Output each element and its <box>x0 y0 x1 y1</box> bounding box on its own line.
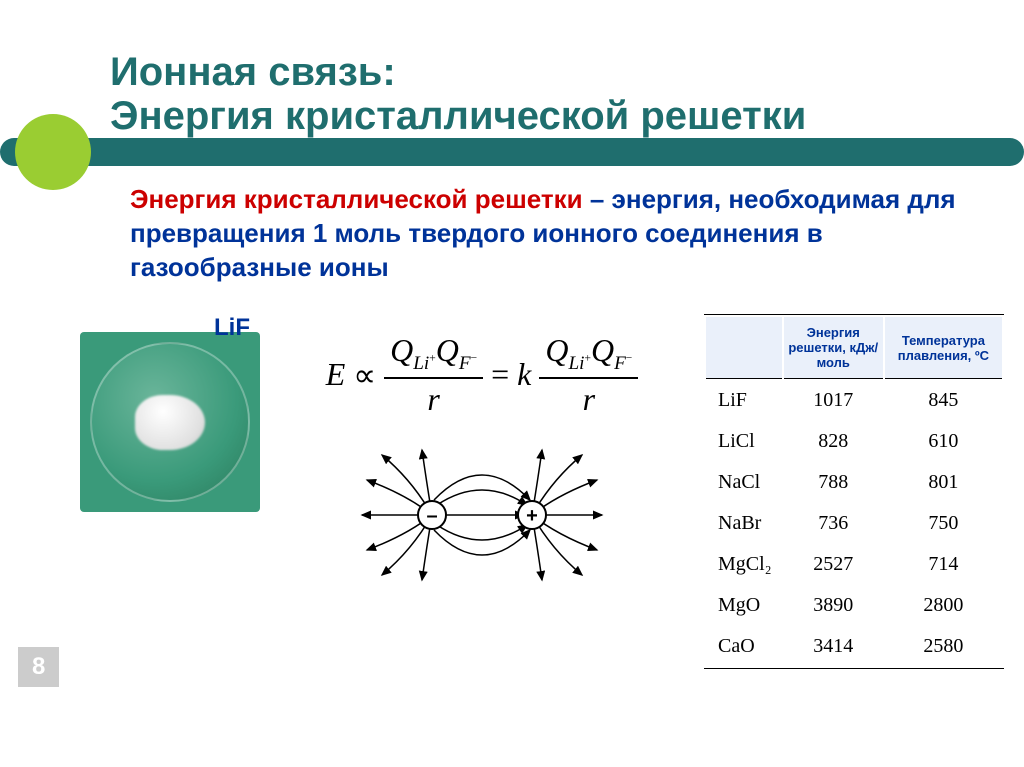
cell-compound: LiF <box>706 381 782 420</box>
slide: Ионная связь: Энергия кристаллической ре… <box>0 0 1024 767</box>
table-row: MgCl₂2527714 <box>706 545 1002 584</box>
cell-compound: NaBr <box>706 504 782 543</box>
table-row: MgO38902800 <box>706 586 1002 625</box>
table-header-energy: Энергия решетки, кДж/моль <box>784 317 883 379</box>
frac2-numerator: QLi+QF− <box>539 334 638 379</box>
cell-compound: MgCl₂ <box>706 545 782 584</box>
table-row: CaO34142580 <box>706 627 1002 666</box>
frac1-numerator: QLi+QF− <box>384 334 483 379</box>
table-row: NaCl788801 <box>706 463 1002 502</box>
table-header-temp: Температура плавления, ºC <box>885 317 1002 379</box>
m2: − <box>626 352 633 364</box>
formula-fraction-2: QLi+QF− r <box>539 334 638 415</box>
table-row: LiF1017845 <box>706 381 1002 420</box>
title-block: Ионная связь: Энергия кристаллической ре… <box>80 50 1004 138</box>
cell-energy: 736 <box>784 504 883 543</box>
cell-compound: LiCl <box>706 422 782 461</box>
petri-dish <box>90 342 250 502</box>
cell-mp: 2580 <box>885 627 1002 666</box>
title-line-1: Ионная связь: <box>110 50 396 94</box>
table-header-blank <box>706 317 782 379</box>
formula-equals: = <box>491 356 509 393</box>
frac1-denominator: r <box>421 379 445 415</box>
q4: Q <box>591 332 614 368</box>
compound-illustration: LiF <box>80 314 260 512</box>
lattice-energy-table: Энергия решетки, кДж/моль Температура пл… <box>704 314 1004 669</box>
formula-column: E ∝ QLi+QF− r = k QLi+QF− r <box>280 314 684 595</box>
powder-sample <box>135 395 205 450</box>
li2: Li <box>568 353 584 374</box>
formula-fraction-1: QLi+QF− r <box>384 334 483 415</box>
q1: Q <box>390 332 413 368</box>
formula-proportional: ∝ <box>353 356 376 394</box>
cell-energy: 2527 <box>784 545 883 584</box>
cell-energy: 3414 <box>784 627 883 666</box>
dipole-minus: – <box>426 505 437 527</box>
dipole-plus: + <box>526 505 538 527</box>
cell-energy: 788 <box>784 463 883 502</box>
content-row: LiF E ∝ QLi+QF− r = k <box>80 314 1004 669</box>
title-accent-dot <box>15 114 91 190</box>
cell-compound: NaCl <box>706 463 782 502</box>
coulomb-formula: E ∝ QLi+QF− r = k QLi+QF− r <box>326 334 639 415</box>
table-body: LiF1017845 LiCl828610 NaCl788801 NaBr736… <box>706 381 1002 666</box>
title-line-2: Энергия кристаллической решетки <box>110 94 806 138</box>
cell-mp: 801 <box>885 463 1002 502</box>
cell-mp: 750 <box>885 504 1002 543</box>
electric-field-diagram: – + <box>332 440 632 595</box>
slide-title: Ионная связь: Энергия кристаллической ре… <box>110 50 1004 138</box>
slide-number: 8 <box>18 647 59 687</box>
cell-energy: 1017 <box>784 381 883 420</box>
frac2-denominator: r <box>577 379 601 415</box>
f2: F <box>614 353 626 374</box>
cell-mp: 2800 <box>885 586 1002 625</box>
f1: F <box>459 353 471 374</box>
li1: Li <box>413 353 429 374</box>
m1: − <box>471 352 478 364</box>
formula-E: E <box>326 356 346 393</box>
table-row: LiCl828610 <box>706 422 1002 461</box>
cell-mp: 714 <box>885 545 1002 584</box>
compound-label: LiF <box>214 314 250 342</box>
title-underline-bar <box>0 138 1024 166</box>
cell-compound: CaO <box>706 627 782 666</box>
cell-mp: 610 <box>885 422 1002 461</box>
cell-mp: 845 <box>885 381 1002 420</box>
cell-compound: MgO <box>706 586 782 625</box>
q3: Q <box>545 332 568 368</box>
definition-term: Энергия кристаллической решетки <box>130 184 583 214</box>
definition-text: Энергия кристаллической решетки – энерги… <box>130 183 980 284</box>
petri-dish-photo <box>80 332 260 512</box>
cell-energy: 3890 <box>784 586 883 625</box>
formula-k: k <box>517 356 531 393</box>
table-row: NaBr736750 <box>706 504 1002 543</box>
cell-energy: 828 <box>784 422 883 461</box>
q2: Q <box>436 332 459 368</box>
